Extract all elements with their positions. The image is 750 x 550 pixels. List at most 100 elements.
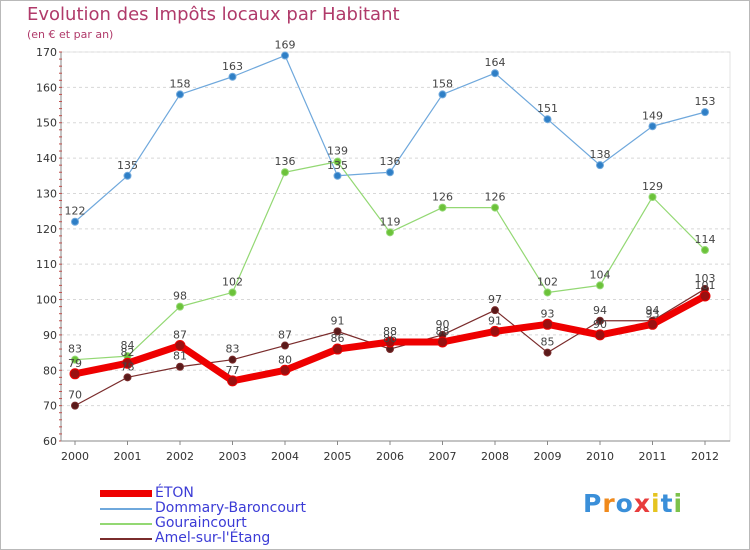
data-point bbox=[333, 327, 342, 336]
data-label: 93 bbox=[646, 307, 660, 320]
chart-legend: ÉTON Dommary-Baroncourt Gouraincourt Amel-s… bbox=[100, 486, 306, 546]
data-point bbox=[228, 72, 237, 81]
data-point bbox=[281, 341, 289, 350]
data-label: 82 bbox=[121, 346, 135, 359]
logo-letter: x bbox=[633, 489, 651, 518]
data-label: 94 bbox=[593, 304, 607, 317]
data-point bbox=[122, 357, 133, 369]
data-label: 86 bbox=[383, 332, 397, 345]
data-point bbox=[438, 203, 447, 212]
data-point bbox=[176, 362, 184, 371]
data-point bbox=[332, 343, 343, 355]
x-tick-label: 2000 bbox=[61, 450, 89, 463]
data-label: 158 bbox=[432, 77, 453, 90]
data-label: 98 bbox=[173, 290, 187, 303]
data-point bbox=[227, 375, 238, 387]
y-tick-label: 100 bbox=[36, 294, 57, 307]
data-point bbox=[542, 318, 553, 330]
legend-label: ÉTON bbox=[155, 485, 194, 501]
legend-swatch bbox=[100, 507, 152, 510]
legend-item: Amel-sur-l'Étang bbox=[100, 531, 306, 546]
data-label: 81 bbox=[173, 350, 187, 363]
legend-label: Dommary-Baroncourt bbox=[155, 500, 306, 516]
data-label: 136 bbox=[275, 155, 296, 168]
data-label: 94 bbox=[646, 304, 660, 317]
logo-letter: o bbox=[615, 489, 634, 518]
x-tick-label: 2006 bbox=[376, 450, 404, 463]
x-tick-label: 2011 bbox=[639, 450, 667, 463]
x-tick-label: 2002 bbox=[166, 450, 194, 463]
data-point bbox=[174, 340, 186, 352]
plot-area bbox=[60, 51, 731, 442]
data-point bbox=[176, 302, 184, 311]
data-point bbox=[384, 336, 396, 348]
data-label: 153 bbox=[695, 95, 716, 108]
data-point bbox=[701, 108, 709, 117]
data-label: 84 bbox=[121, 339, 135, 352]
data-label: 102 bbox=[222, 275, 243, 288]
data-label: 136 bbox=[380, 155, 401, 168]
data-label: 77 bbox=[226, 364, 240, 377]
data-point bbox=[333, 157, 342, 166]
data-label: 88 bbox=[436, 325, 450, 338]
data-label: 158 bbox=[170, 77, 191, 90]
x-tick-label: 2008 bbox=[481, 450, 509, 463]
data-label: 87 bbox=[278, 329, 292, 342]
data-label: 164 bbox=[485, 56, 506, 69]
logo-letter: i bbox=[673, 489, 684, 518]
data-label: 114 bbox=[695, 233, 716, 246]
data-label: 163 bbox=[222, 60, 243, 73]
legend-swatch bbox=[100, 522, 152, 525]
y-tick-label: 150 bbox=[36, 117, 57, 130]
data-label: 101 bbox=[695, 279, 716, 292]
x-tick-label: 2005 bbox=[324, 450, 352, 463]
data-label: 93 bbox=[541, 307, 555, 320]
data-point bbox=[279, 364, 291, 376]
chart-title: Evolution des Impôts locaux par Habitant bbox=[27, 4, 400, 25]
data-label: 87 bbox=[173, 329, 187, 342]
data-point bbox=[281, 168, 289, 177]
line-chart: 60 70 80 90 100 110 120 130 140 150 160 170 2000 2001… bbox=[36, 39, 731, 463]
y-tick-label: 130 bbox=[36, 187, 57, 200]
x-tick-label: 2010 bbox=[586, 450, 614, 463]
data-label: 103 bbox=[695, 272, 716, 285]
data-label: 85 bbox=[541, 336, 555, 349]
x-tick-label: 2003 bbox=[219, 450, 247, 463]
legend-label: Amel-sur-l'Étang bbox=[155, 530, 271, 546]
data-point bbox=[491, 69, 499, 78]
data-point bbox=[701, 246, 709, 255]
y-tick-label: 80 bbox=[43, 364, 57, 377]
x-tick-label: 2012 bbox=[691, 450, 719, 463]
data-label: 91 bbox=[331, 314, 345, 327]
data-point bbox=[491, 306, 499, 315]
y-tick-label: 160 bbox=[36, 81, 57, 94]
data-point bbox=[596, 316, 604, 325]
y-tick-label: 120 bbox=[36, 223, 57, 236]
data-label: 83 bbox=[226, 343, 240, 356]
y-tick-label: 90 bbox=[43, 329, 57, 342]
data-point bbox=[596, 161, 604, 170]
y-tick-label: 140 bbox=[36, 152, 57, 165]
data-point bbox=[71, 401, 79, 410]
data-point bbox=[69, 368, 81, 380]
data-label: 88 bbox=[383, 325, 397, 338]
data-point bbox=[176, 90, 184, 99]
data-point bbox=[489, 325, 501, 337]
legend-swatch bbox=[100, 537, 152, 540]
data-label: 169 bbox=[275, 39, 296, 52]
data-point bbox=[71, 217, 79, 226]
data-label: 149 bbox=[642, 109, 663, 122]
data-point bbox=[648, 122, 657, 131]
data-point bbox=[596, 281, 604, 290]
data-point bbox=[228, 355, 237, 364]
data-point bbox=[648, 192, 657, 201]
data-point bbox=[386, 228, 394, 237]
data-label: 86 bbox=[331, 332, 345, 345]
data-label: 138 bbox=[590, 148, 611, 161]
logo-letter: t bbox=[660, 489, 674, 518]
data-point bbox=[281, 51, 289, 60]
data-point bbox=[438, 90, 447, 99]
x-tick-label: 2001 bbox=[114, 450, 142, 463]
data-point bbox=[386, 168, 394, 177]
